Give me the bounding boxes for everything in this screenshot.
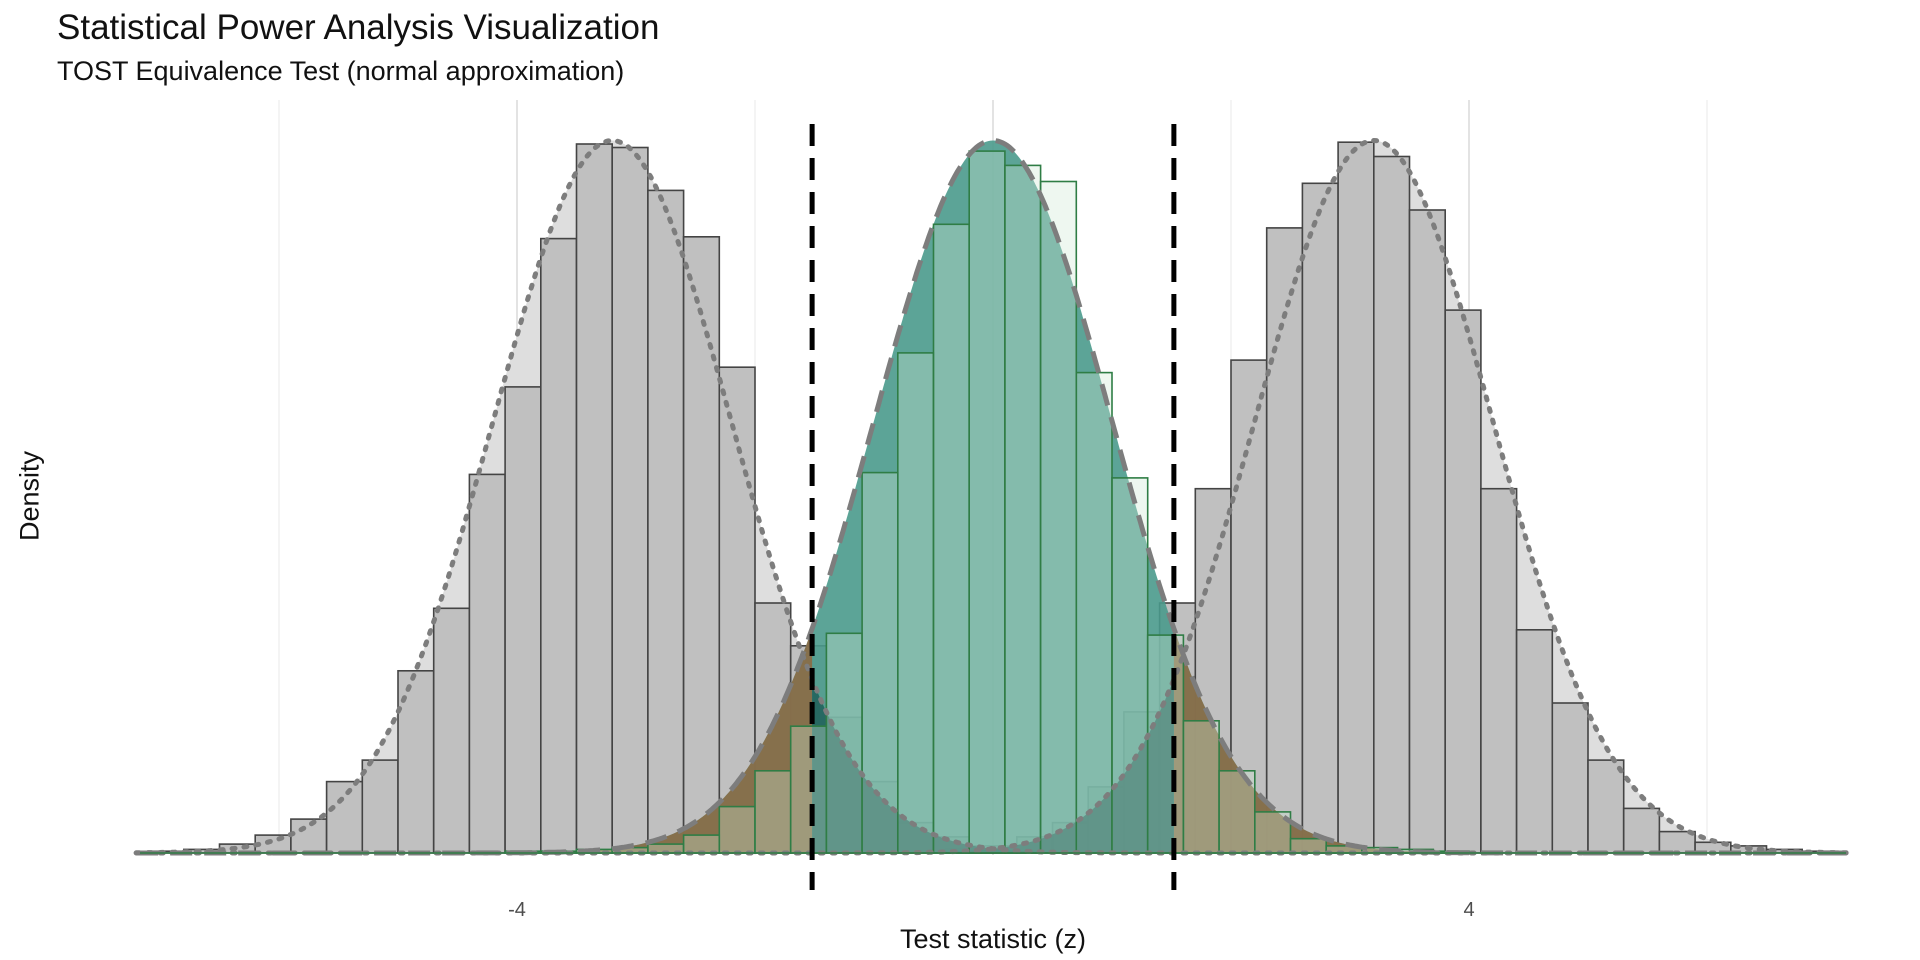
x-tick-label: 4 (1463, 899, 1474, 921)
null-density-area (136, 140, 1850, 853)
upper-alt-tail-area (933, 679, 1174, 853)
alternative-histogram-bar (575, 143, 614, 854)
null-histogram-bar (1039, 180, 1078, 854)
alternative-histogram-bar (1551, 702, 1589, 854)
alternative-histogram-bar (504, 386, 542, 854)
null-histogram-bar (1004, 164, 1042, 854)
alternative-histogram-bar (647, 189, 685, 854)
alternative-histogram-bar (1337, 141, 1375, 854)
null-histogram-bar (682, 834, 721, 854)
x-axis-label: Test statistic (z) (899, 924, 1087, 954)
alternative-histogram-bar (1587, 759, 1625, 854)
null-histogram-bar (932, 223, 971, 854)
alternative-histogram-bar (468, 473, 506, 854)
null-histogram-bar (1111, 477, 1149, 854)
alternative-histogram-bar (1658, 830, 1696, 854)
alternative-histogram-bar (611, 146, 649, 854)
null-histogram-bar (968, 150, 1006, 854)
chart-title: Statistical Power Analysis Visualization (57, 8, 660, 47)
null-histogram-bar (861, 471, 899, 854)
alternative-histogram-bar (1373, 155, 1411, 854)
null-histogram-bar (754, 769, 792, 854)
alternative-histogram-bar (1622, 807, 1661, 854)
alternative-histogram-bar (539, 237, 578, 854)
alternative-histogram-bar (1515, 628, 1554, 854)
alternative-histogram-bar (432, 607, 471, 854)
lower-alt-tail-area (812, 679, 1053, 853)
lower-rejection-area (136, 628, 813, 853)
chart-subtitle: TOST Equivalence Test (normal approximat… (57, 56, 625, 86)
alternative-histogram-bar (1444, 309, 1482, 854)
alternative-histogram-bar (682, 236, 721, 854)
null-density-area (136, 140, 1850, 853)
alternative-histogram-bar (290, 818, 328, 854)
equivalence-bounds (809, 124, 1177, 890)
null-histogram-bar (1075, 371, 1113, 854)
alternative-histogram-bar (1301, 182, 1339, 854)
density-curves (133, 137, 1853, 856)
alternative-histogram-bar (1408, 209, 1447, 854)
upper-rejection-area (1173, 628, 1850, 853)
alternative-histogram-bar (1480, 487, 1518, 854)
null-histogram-bar (1289, 837, 1328, 854)
x-tick-label: -4 (508, 899, 526, 921)
null-histogram-bar (1182, 719, 1220, 854)
null-histogram-bar (718, 805, 756, 854)
alternative-histogram-bar (361, 759, 399, 854)
null-histogram-bar (896, 352, 935, 854)
alternative-histogram-bar (325, 780, 364, 854)
null-histogram-bar (789, 725, 828, 854)
x-axis-ticks: -4 4 (508, 899, 1474, 921)
alternative-histogram-bar (1265, 227, 1304, 854)
